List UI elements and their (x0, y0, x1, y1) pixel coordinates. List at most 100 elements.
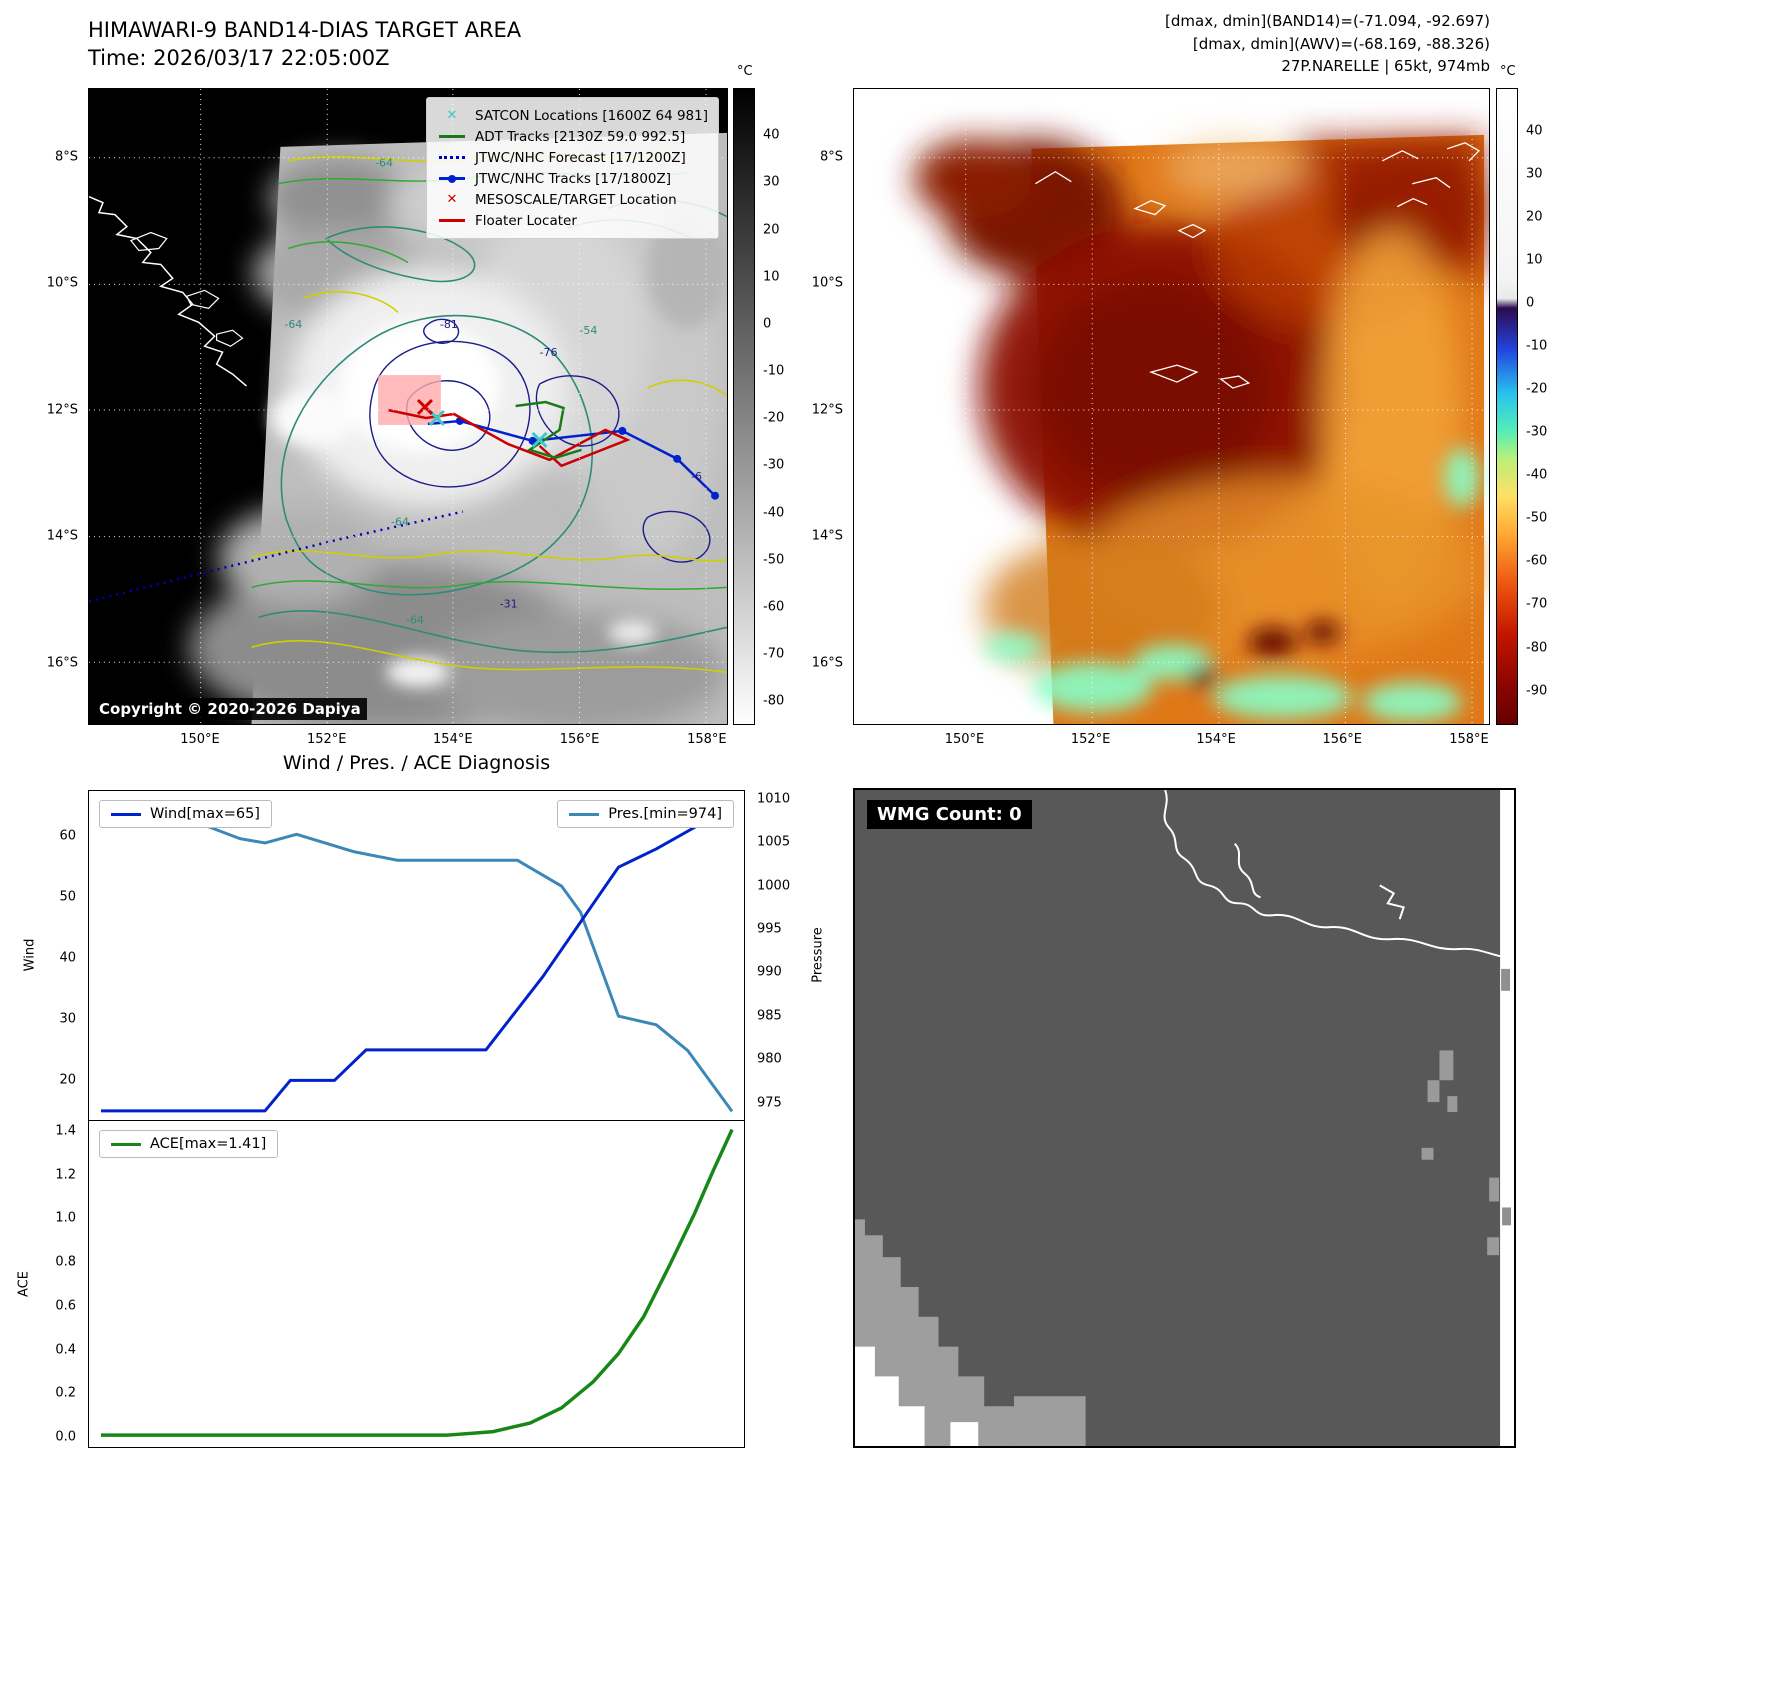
wmg-map-panel: WMG Count: 0 (853, 788, 1516, 1448)
colorbar-tick-label: -30 (763, 457, 785, 473)
legend-label: MESOSCALE/TARGET Location (475, 191, 677, 208)
colorbar-tick-label: 10 (763, 269, 780, 285)
pressure-tick-label: 1010 (757, 791, 791, 807)
ace-legend-label: ACE[max=1.41] (150, 1136, 267, 1152)
legend-line-swatch (439, 135, 465, 138)
adt-track (515, 400, 582, 460)
wmg-white-notch (950, 1422, 979, 1446)
legend-label: JTWC/NHC Forecast [17/1200Z] (475, 149, 686, 166)
wind-axis-label: Wind (22, 938, 38, 972)
colorbar-tick-label: 30 (763, 174, 780, 190)
wmg-map (855, 790, 1514, 1446)
awv-cloud-field (913, 134, 1489, 678)
series-line (100, 1128, 734, 1437)
legend-dot (448, 174, 456, 183)
colorbar-tick-label: -60 (763, 599, 785, 615)
dmax-dmin-band14: [dmax, dmin](BAND14)=(-71.094, -92.697) (1165, 12, 1490, 30)
pressure-legend-label: Pres.[min=974] (608, 806, 722, 822)
wmg-edge-pixels (1501, 968, 1512, 1226)
pressure-tick-label: 995 (757, 921, 782, 937)
ace-chart: ACE[max=1.41] (88, 1120, 745, 1448)
pressure-tick-label: 980 (757, 1051, 782, 1067)
lon-tick-label: 152°E (1070, 732, 1111, 747)
lat-tick-label: 8°S (819, 149, 843, 165)
awv-graticule (854, 89, 1489, 724)
pressure-y-axis: 975 980 985 990 995 1000 1005 1010 (749, 790, 793, 1120)
colorbar-tick-label: -40 (763, 505, 785, 521)
legend-line-swatch (439, 219, 465, 222)
wind-tick-label: 20 (59, 1072, 76, 1088)
band14-time: Time: 2026/03/17 22:05:00Z (88, 46, 390, 71)
pressure-tick-label: 1000 (757, 878, 791, 894)
ace-tick-label: 1.4 (55, 1123, 76, 1139)
ace-plot-area (100, 1128, 734, 1437)
contour-label: -76 (540, 346, 558, 359)
ace-tick-label: 0.6 (55, 1298, 76, 1314)
wmg-coastline (1163, 790, 1514, 959)
legend-item: JTWC/NHC Tracks [17/1800Z] (437, 168, 708, 189)
awv-colorbar-unit: °C (1500, 64, 1516, 79)
awv-header-block: [dmax, dmin](BAND14)=(-71.094, -92.697) … (1165, 10, 1490, 78)
legend-marker-line (437, 219, 467, 222)
colorbar-tick-label: -30 (1526, 424, 1548, 440)
wind-line-swatch (111, 812, 141, 816)
contour-label: -81 (440, 318, 458, 331)
wind-pressure-plot-area (100, 804, 734, 1113)
band14-lat-axis: 8°S 10°S 12°S 14°S 16°S (36, 88, 84, 725)
wind-tick-label: 50 (59, 889, 76, 905)
contour-label: -64 (284, 318, 302, 331)
colorbar-tick-label: -50 (1526, 510, 1548, 526)
lat-tick-label: 14°S (46, 528, 78, 544)
band14-colorbar (733, 88, 755, 725)
series-line (100, 811, 734, 1113)
awv-satellite-image (854, 89, 1489, 724)
pressure-line-swatch (569, 812, 600, 816)
colorbar-tick-label: -10 (1526, 338, 1548, 354)
lat-tick-label: 16°S (46, 655, 78, 671)
colorbar-tick-label: 0 (763, 316, 772, 332)
awv-island-outlines (1035, 142, 1481, 389)
colorbar-tick-label: 0 (1526, 295, 1535, 311)
band14-legend: ✕ SATCON Locations [1600Z 64 981] ADT Trac… (426, 97, 719, 239)
awv-colorbar-ticks: 40 30 20 10 0 -10 -20 -30 -40 -50 -60 -70 -80 -90 (1520, 88, 1562, 725)
lat-tick-label: 10°S (46, 275, 78, 291)
contour-label: -64 (391, 516, 409, 529)
lon-tick-label: 152°E (306, 732, 347, 747)
wind-y-axis: 20 30 40 50 60 (40, 790, 84, 1120)
legend-label: SATCON Locations [1600Z 64 981] (475, 107, 708, 124)
colorbar-tick-label: -50 (763, 552, 785, 568)
ace-y-axis: 0.0 0.2 0.4 0.6 0.8 1.0 1.2 1.4 (40, 1120, 84, 1448)
wmg-white-corner (855, 1346, 925, 1446)
colorbar-tick-label: -70 (763, 646, 785, 662)
contour-label: -31 (500, 597, 518, 610)
awv-lon-axis: 150°E 152°E 154°E 156°E 158°E (853, 727, 1490, 751)
wind-tick-label: 30 (59, 1011, 76, 1027)
legend-item: ✕ SATCON Locations [1600Z 64 981] (437, 105, 708, 126)
legend-label: JTWC/NHC Tracks [17/1800Z] (475, 170, 672, 187)
legend-marker-line-dot (437, 174, 467, 183)
awv-cold-cloud-patches (983, 447, 1481, 723)
colorbar-tick-label: 30 (1526, 166, 1543, 182)
lon-tick-label: 156°E (1322, 732, 1362, 747)
pressure-legend: Pres.[min=974] (557, 800, 734, 828)
contour-label: -6 (691, 470, 702, 483)
colorbar-tick-label: -10 (763, 363, 785, 379)
colorbar-tick-label: -60 (1526, 553, 1548, 569)
colorbar-tick-label: 20 (1526, 209, 1543, 225)
colorbar-tick-label: 40 (763, 127, 780, 143)
diagnosis-title: Wind / Pres. / ACE Diagnosis (282, 752, 551, 774)
wind-pressure-chart: Wind[max=65] Pres.[min=974] (88, 790, 745, 1120)
wind-tick-label: 60 (59, 828, 76, 844)
ace-tick-label: 1.2 (55, 1167, 76, 1183)
legend-item: ADT Tracks [2130Z 59.0 992.5] (437, 126, 708, 147)
ace-tick-label: 0.8 (55, 1254, 76, 1270)
colorbar-tick-label: -20 (1526, 381, 1548, 397)
colorbar-tick-label: -80 (763, 693, 785, 709)
storm-id-intensity: 27P.NARELLE | 65kt, 974mb (1281, 57, 1490, 75)
lat-tick-label: 10°S (811, 275, 843, 291)
colorbar-tick-label: -20 (763, 410, 785, 426)
copyright-text: Copyright © 2020-2026 Dapiya (93, 698, 367, 720)
pressure-tick-label: 985 (757, 1008, 782, 1024)
series-line (100, 804, 733, 1113)
